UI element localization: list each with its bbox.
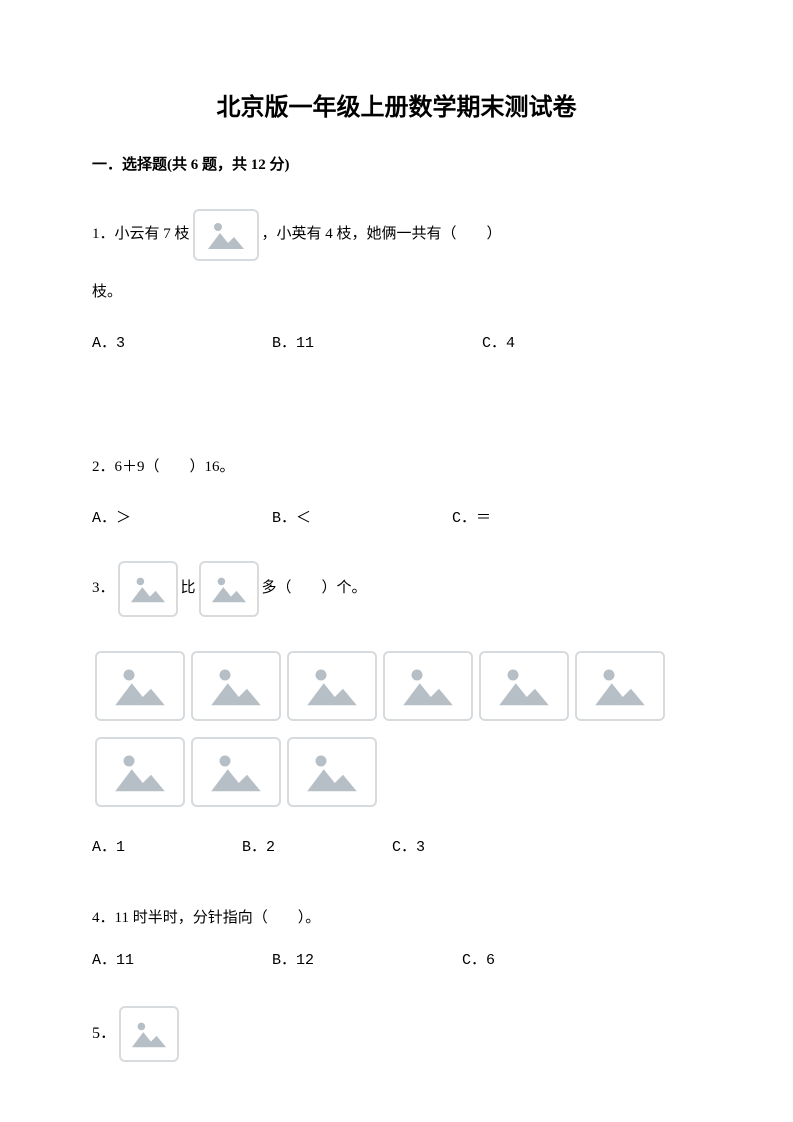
image-placeholder-icon [118,561,178,617]
page-title: 北京版一年级上册数学期末测试卷 [92,90,701,126]
image-placeholder-icon [191,737,281,807]
q1-line2: 枝。 [92,284,122,300]
q2-option-a: A．＞ [92,508,272,531]
q1-prefix: 1．小云有 7 枝 [92,223,190,246]
q1-option-b: B．11 [272,333,482,356]
image-placeholder-icon [191,651,281,721]
q1-option-c: C．4 [482,333,515,356]
image-placeholder-icon [193,209,259,261]
q1-mid: ，小英有 4 枝，她俩一共有（ ） [262,223,502,246]
q3-prefix: 3． [92,577,115,600]
q2-line: 2．6＋9（ ）16。 [92,456,701,479]
q4-option-c: C．6 [462,950,495,973]
q4-line: 4．11 时半时，分针指向（ ）。 [92,907,701,930]
image-placeholder-icon [95,651,185,721]
image-placeholder-icon [95,737,185,807]
q3-option-a: A．1 [92,837,242,860]
image-placeholder-icon [119,1006,179,1062]
q3-option-b: B．2 [242,837,392,860]
q4-options: A．11 B．12 C．6 [92,950,701,973]
q2-option-c: C．＝ [452,508,491,531]
q1-option-a: A．3 [92,333,272,356]
question-2: 2．6＋9（ ）16。 [92,456,701,479]
image-placeholder-icon [479,651,569,721]
q2-option-b: B．＜ [272,508,452,531]
image-placeholder-icon [287,651,377,721]
q3-option-c: C．3 [392,837,425,860]
section-header: 一．选择题(共 6 题，共 12 分) [92,154,701,177]
q2-options: A．＞ B．＜ C．＝ [92,508,701,531]
question-5: 5． [92,1004,701,1064]
q4-option-b: B．12 [272,950,462,973]
question-3: 3． 比 多（ ）个。 [92,559,701,619]
q1-options: A．3 B．11 C．4 [92,333,701,356]
q3-suffix: 多（ ）个。 [262,577,367,600]
image-placeholder-icon [199,561,259,617]
q3-options: A．1 B．2 C．3 [92,837,701,860]
image-placeholder-icon [287,737,377,807]
question-1: 1．小云有 7 枝 ，小英有 4 枝，她俩一共有（ ） 枝。 [92,207,701,304]
question-4: 4．11 时半时，分针指向（ ）。 [92,907,701,930]
q3-image-row-1 [92,649,701,723]
image-placeholder-icon [383,651,473,721]
q5-prefix: 5． [92,1022,116,1046]
image-placeholder-icon [575,651,665,721]
q3-image-row-2 [92,735,701,809]
q4-option-a: A．11 [92,950,272,973]
q3-mid: 比 [181,577,196,600]
